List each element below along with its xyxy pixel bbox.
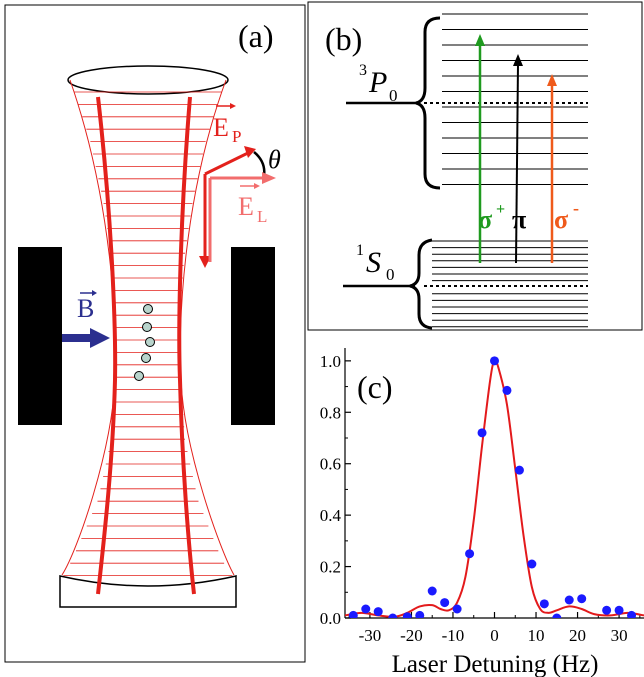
- y-tick-label: 0.0: [320, 609, 341, 628]
- panel-a-frame: [4, 4, 306, 663]
- x-tick-label: -20: [400, 626, 423, 645]
- x-tick-label: 20: [569, 626, 586, 645]
- x-tick-label: 30: [611, 626, 628, 645]
- svg-text:S: S: [366, 246, 381, 279]
- data-point: [427, 586, 437, 596]
- e-lattice-label: E L: [238, 183, 267, 226]
- data-point: [564, 595, 574, 605]
- right-magnet: [231, 247, 275, 425]
- svg-text:3: 3: [359, 62, 367, 79]
- lower-sublevels: [432, 240, 588, 328]
- panel-c: (c) 0.00.20.40.60.81.0 -30 -20 -10 0 10 20 30 …: [320, 348, 644, 677]
- x-tick-label: -10: [442, 626, 465, 645]
- atom: [134, 371, 144, 381]
- x-tick-label: 0: [490, 626, 499, 645]
- data-point: [577, 594, 587, 604]
- svg-text:E: E: [213, 113, 229, 142]
- svg-text:σ: σ: [554, 205, 568, 234]
- svg-text:+: +: [496, 201, 505, 218]
- b-field-arrow: [62, 328, 110, 348]
- svg-text:-: -: [573, 198, 579, 218]
- panel-a-label: (a): [238, 18, 274, 54]
- data-point: [388, 613, 398, 618]
- y-tick-label: 0.8: [320, 403, 341, 422]
- svg-text:σ: σ: [478, 205, 492, 234]
- lower-brace: [409, 238, 433, 330]
- data-point: [477, 428, 487, 438]
- y-tick-label: 0.6: [320, 455, 341, 474]
- sigma-minus-transition: [547, 74, 557, 263]
- beam-waist-left: [96, 96, 118, 595]
- y-tick-label: 0.2: [320, 558, 341, 577]
- left-magnet: [18, 247, 62, 425]
- data-point: [614, 605, 624, 615]
- lower-state-label: 1 S 0: [356, 242, 395, 284]
- sigma-plus-transition: [475, 34, 485, 263]
- data-point: [373, 607, 383, 617]
- bottom-mirror: [59, 575, 237, 608]
- data-point: [415, 610, 425, 618]
- e-probe-vector: [199, 146, 256, 268]
- x-axis-title: Laser Detuning (Hz): [392, 651, 599, 677]
- panel-c-label: (c): [357, 369, 393, 405]
- svg-text:1: 1: [356, 242, 364, 259]
- angle-label: θ: [268, 145, 281, 174]
- data-point: [440, 598, 450, 608]
- panel-b-label: (b): [325, 21, 362, 57]
- panel-b-frame: [307, 1, 643, 331]
- svg-text:P: P: [232, 127, 241, 146]
- data-point: [552, 613, 562, 618]
- top-mirror: [67, 65, 229, 95]
- data-point: [539, 599, 549, 609]
- pi-label: π: [512, 205, 526, 234]
- data-points: [348, 356, 637, 618]
- data-point: [490, 356, 499, 366]
- data-point: [514, 465, 524, 475]
- data-point: [602, 605, 612, 615]
- sigma-plus-label: σ +: [478, 201, 505, 234]
- data-point: [402, 612, 412, 618]
- data-point: [452, 604, 462, 614]
- svg-text:P: P: [368, 66, 387, 99]
- data-point: [348, 610, 358, 618]
- atom: [142, 322, 152, 332]
- sigma-minus-label: σ -: [554, 198, 579, 234]
- trapped-atoms: [134, 304, 155, 381]
- data-point: [361, 604, 371, 614]
- data-point: [465, 549, 475, 559]
- upper-brace: [415, 16, 441, 190]
- atom: [143, 304, 153, 314]
- x-tick-label: -30: [359, 626, 382, 645]
- svg-text:B: B: [77, 294, 94, 323]
- panel-b: (b) 3 P 0 1 S 0: [307, 1, 643, 331]
- pi-transition: [513, 54, 523, 264]
- panel-a: (a) B: [4, 4, 306, 663]
- upper-sublevels: [442, 13, 588, 185]
- e-probe-label: E P: [213, 103, 241, 146]
- lattice-planes: [63, 91, 233, 576]
- b-field-label: B: [77, 290, 97, 323]
- y-tick-label: 1.0: [320, 352, 341, 371]
- y-ticks: 0.0 0.2 0.4 0.6 0.8 1.0: [320, 352, 351, 628]
- data-point: [627, 610, 637, 618]
- data-point: [527, 559, 537, 569]
- svg-text:L: L: [257, 207, 267, 226]
- data-point: [502, 385, 512, 395]
- beam-waist-right: [177, 96, 196, 595]
- upper-state-label: 3 P 0: [359, 62, 398, 105]
- svg-text:0: 0: [386, 265, 395, 284]
- atom: [141, 353, 151, 363]
- e-lattice-vector: [208, 172, 276, 262]
- y-tick-label: 0.4: [320, 506, 342, 525]
- svg-text:E: E: [238, 192, 254, 221]
- x-tick-label: 10: [528, 626, 545, 645]
- svg-text:0: 0: [389, 86, 398, 105]
- atom: [145, 337, 155, 347]
